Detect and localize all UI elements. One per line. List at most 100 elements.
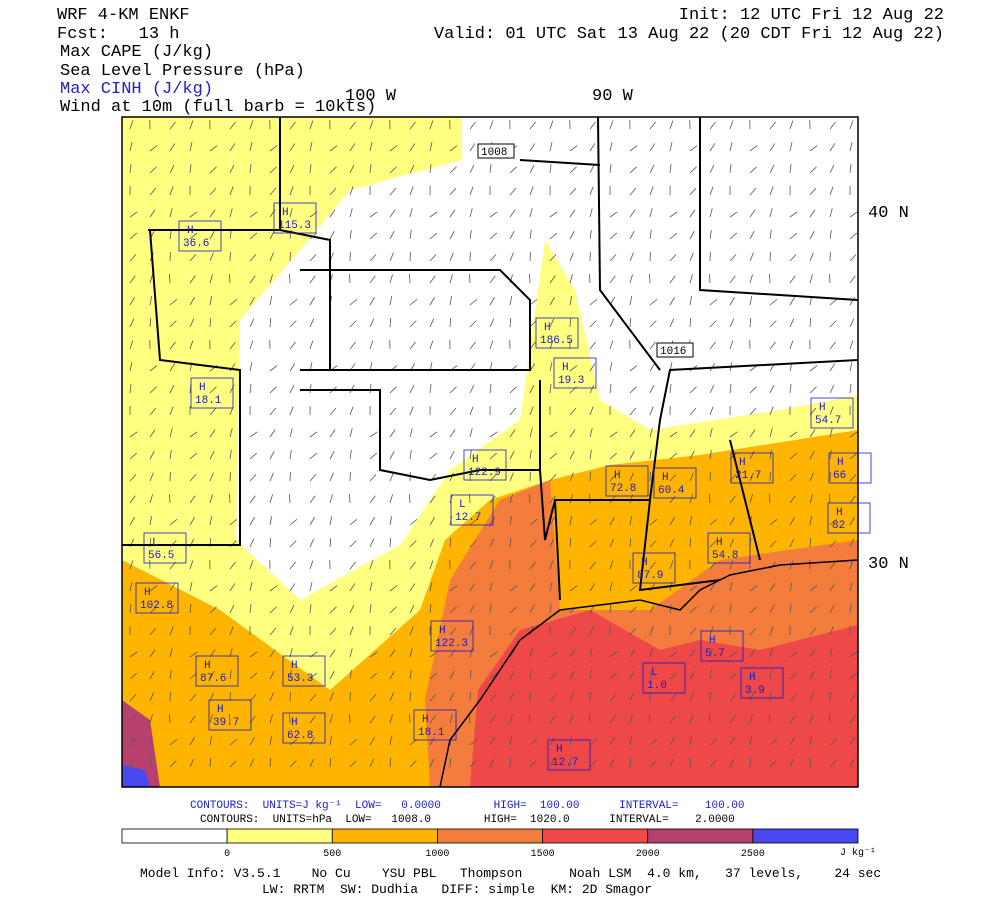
wind-barb — [629, 670, 635, 680]
wind-barb — [669, 560, 674, 570]
wind-barb — [149, 407, 157, 416]
wind-barb — [269, 757, 272, 768]
wind-barb — [409, 760, 417, 768]
wind-barb — [729, 164, 732, 174]
wind-barb — [289, 363, 296, 372]
wind-barb — [149, 429, 156, 438]
wind-barb — [429, 384, 432, 394]
pressure-center-box — [653, 467, 697, 499]
wind-barb — [229, 450, 232, 460]
pressure-center-value: 39.7 — [213, 717, 239, 729]
wind-barb — [629, 714, 633, 724]
wind-barb — [749, 317, 752, 328]
wind-barb — [129, 142, 133, 152]
wind-barb — [189, 737, 195, 746]
wind-barb — [429, 297, 435, 306]
wind-barb — [249, 474, 257, 482]
wind-barb — [649, 428, 653, 438]
wind-barb — [609, 340, 614, 350]
wind-barb — [649, 143, 656, 152]
wind-barb — [349, 561, 356, 570]
pressure-center-type: H — [144, 587, 151, 599]
wind-barb — [669, 254, 677, 262]
wind-barb — [829, 583, 836, 592]
wind-barb — [369, 384, 372, 394]
wind-barb — [789, 582, 793, 592]
forecast-hour: Fcst: 13 h — [57, 25, 179, 44]
wind-barb — [329, 145, 338, 152]
wind-barb — [329, 606, 337, 614]
wind-barb — [569, 252, 574, 262]
wind-barb — [629, 296, 633, 306]
wind-barb — [569, 450, 575, 460]
wind-barb — [329, 187, 337, 196]
pressure-center-type: L — [459, 499, 466, 511]
lat-label: 40 N — [868, 204, 909, 223]
wind-barb — [509, 537, 512, 548]
colorbar-tick-label: 1500 — [531, 849, 555, 860]
wind-barb — [449, 407, 457, 416]
wind-barb — [789, 164, 792, 174]
wind-barb — [409, 561, 416, 570]
colorbar-swatch — [647, 828, 754, 844]
wind-barb — [769, 320, 777, 328]
wind-barb — [469, 583, 476, 592]
wind-barb — [809, 209, 816, 218]
wind-barb — [769, 713, 771, 724]
wind-barb — [469, 230, 472, 240]
wind-barb — [629, 627, 637, 636]
isobar-label: 1016 — [660, 346, 686, 358]
wind-barb — [449, 296, 453, 306]
wind-barb — [169, 450, 172, 460]
wind-barb — [169, 738, 178, 746]
colorbar-swatch — [542, 828, 649, 844]
wind-barb — [669, 297, 675, 306]
wind-barb — [649, 406, 654, 416]
wind-barb — [849, 715, 856, 724]
wind-barb — [309, 384, 312, 394]
pressure-center-type: H — [662, 472, 669, 484]
wind-barb — [469, 428, 473, 438]
wind-barb — [489, 604, 492, 614]
pressure-center-box — [463, 449, 507, 481]
wind-barb — [349, 540, 357, 548]
wind-barb — [769, 493, 771, 504]
wind-barb — [849, 474, 857, 482]
pressure-center-box — [632, 552, 676, 584]
wind-barb — [269, 516, 273, 526]
wind-barb — [789, 142, 793, 152]
wind-barb — [489, 384, 492, 394]
wind-barb — [649, 738, 658, 746]
wind-barb — [449, 145, 458, 152]
wind-barb — [789, 120, 794, 130]
pressure-center-type: H — [837, 457, 844, 469]
wind-barb — [409, 583, 416, 592]
wind-barb — [689, 585, 698, 592]
wind-barb — [769, 760, 777, 768]
wind-barb — [529, 493, 531, 504]
wind-barb — [549, 297, 555, 306]
wind-barb — [269, 692, 274, 702]
wind-barb — [349, 493, 351, 504]
pressure-center-box — [282, 712, 326, 744]
wind-barb — [429, 495, 436, 504]
wind-barb — [149, 274, 153, 284]
wind-barb — [509, 472, 514, 482]
wind-barb — [429, 604, 432, 614]
wind-barb — [309, 474, 317, 482]
wind-barb — [629, 365, 638, 372]
pressure-center-value: 60.4 — [658, 485, 685, 497]
wind-barb — [449, 386, 457, 394]
wind-barb — [509, 516, 513, 526]
wind-barb — [829, 670, 832, 680]
wind-barb — [629, 736, 633, 746]
pressure-center-type: H — [472, 454, 479, 466]
wind-barb — [549, 694, 557, 702]
wind-barb — [849, 120, 854, 130]
wind-barb — [529, 648, 533, 658]
wind-barb — [329, 736, 333, 746]
wind-barb — [249, 297, 255, 306]
wind-barb — [569, 407, 577, 416]
wind-barb — [729, 715, 736, 724]
wind-barb — [709, 384, 715, 394]
